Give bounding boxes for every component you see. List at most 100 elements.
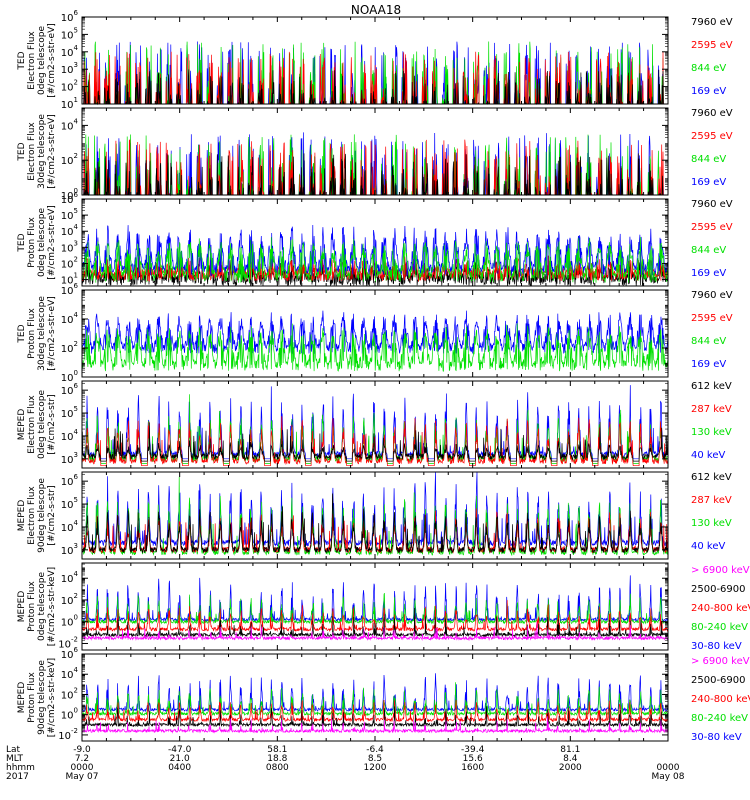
legend-item: 7960 eV bbox=[691, 199, 733, 210]
legend-item: 240-800 keV bbox=[691, 694, 750, 705]
y-tick-exponent: 4 bbox=[74, 311, 79, 319]
y-tick-label: 106 bbox=[61, 9, 79, 24]
series-240-800-kev bbox=[81, 699, 669, 723]
y-axis-label-line: 90deg telescope bbox=[37, 478, 47, 553]
y-axis-label: TEDElectron Flux30deg telescope[#/cm2-s-… bbox=[17, 114, 57, 189]
legend-item: 30-80 keV bbox=[691, 732, 742, 743]
y-tick-label: 101 bbox=[61, 96, 78, 111]
y-axis-label: TEDElectron Flux0deg telescope[#/cm2-s-s… bbox=[17, 23, 57, 98]
series-612-kev bbox=[81, 493, 669, 555]
x-tick-label-lat: -39.4 bbox=[461, 745, 485, 755]
series-80-240-kev bbox=[81, 682, 669, 717]
x-axis-row-label: hhmm bbox=[6, 763, 35, 773]
series-844-ev bbox=[81, 237, 669, 283]
x-tick-label-hhmm: 1600 bbox=[461, 763, 484, 773]
y-axis-label-line: [#/cm2-s-str] bbox=[47, 485, 57, 545]
legend-item: 7960 eV bbox=[691, 290, 733, 301]
y-tick-exponent: -2 bbox=[71, 727, 78, 735]
y-tick-exponent: 3 bbox=[74, 239, 78, 247]
y-axis-label-line: Proton Flux bbox=[27, 217, 37, 268]
series--6900-kev bbox=[82, 622, 669, 641]
y-axis-label-line: MEPED bbox=[17, 591, 27, 623]
y-axis-label-line: Proton Flux bbox=[27, 672, 37, 723]
y-axis-label-line: [#/cm2-s-str-eV] bbox=[47, 205, 57, 280]
legend-item: 169 eV bbox=[691, 86, 726, 97]
y-tick-label: 102 bbox=[61, 686, 78, 701]
y-tick-label: 104 bbox=[61, 666, 79, 681]
y-tick-exponent: 1 bbox=[74, 272, 78, 280]
y-axis-label-line: Electron Flux bbox=[27, 486, 37, 545]
y-axis-label-line: Proton Flux bbox=[27, 581, 37, 632]
y-tick-exponent: 4 bbox=[74, 570, 79, 578]
y-tick-label: 104 bbox=[61, 223, 79, 238]
x-tick-label-mlt: 8.4 bbox=[563, 754, 578, 764]
y-tick-exponent: 2 bbox=[74, 255, 78, 263]
series-612-kev bbox=[81, 421, 669, 462]
y-tick-label: 105 bbox=[61, 207, 78, 222]
y-tick-exponent: 6 bbox=[74, 191, 79, 199]
x-tick-label-date: May 08 bbox=[652, 772, 685, 782]
y-tick-exponent: 0 bbox=[74, 614, 78, 622]
legend-item: 240-800 keV bbox=[691, 603, 750, 614]
y-tick-label: 10-2 bbox=[58, 727, 78, 742]
y-tick-label: 106 bbox=[61, 382, 79, 397]
legend-item: 612 keV bbox=[691, 381, 732, 392]
legend-item: 2595 eV bbox=[691, 40, 733, 51]
y-axis-label: MEPEDElectron Flux90deg telescope[#/cm2-… bbox=[17, 478, 57, 553]
y-tick-label: 104 bbox=[61, 570, 79, 585]
x-tick-label-hhmm: 1200 bbox=[364, 763, 387, 773]
y-tick-label: 103 bbox=[61, 451, 78, 466]
y-axis-label-line: Electron Flux bbox=[27, 395, 37, 454]
y-tick-label: 105 bbox=[61, 405, 78, 420]
y-tick-label: 105 bbox=[61, 496, 78, 511]
y-tick-exponent: -2 bbox=[71, 635, 78, 643]
legend-item: 612 keV bbox=[691, 472, 732, 483]
y-axis-label-line: 0deg telescope bbox=[37, 390, 47, 460]
y-axis-label-line: [#/cm2-s-str-eV] bbox=[47, 23, 57, 98]
legend-item: 80-240 keV bbox=[691, 713, 748, 724]
y-tick-exponent: 2 bbox=[74, 686, 78, 694]
series-2500-6900 bbox=[81, 706, 669, 728]
y-tick-exponent: 3 bbox=[74, 542, 78, 550]
legend-item: 2500-6900 bbox=[691, 584, 746, 595]
legend-item: 2595 eV bbox=[691, 131, 733, 142]
y-axis-label-line: 0deg telescope bbox=[37, 572, 47, 642]
legend-item: 2595 eV bbox=[691, 222, 733, 233]
legend-item: 169 eV bbox=[691, 268, 726, 279]
x-tick-label-lat: -6.4 bbox=[366, 745, 384, 755]
x-tick-label-hhmm: 0800 bbox=[266, 763, 289, 773]
legend-item: 7960 eV bbox=[691, 108, 733, 119]
y-axis-label-line: 0deg telescope bbox=[37, 26, 47, 96]
x-axis-row-label: MLT bbox=[6, 754, 24, 764]
y-tick-label: 102 bbox=[61, 79, 78, 94]
y-tick-label: 103 bbox=[61, 239, 78, 254]
series-80-240-kev bbox=[81, 593, 669, 625]
legend-item: 40 keV bbox=[691, 541, 725, 552]
legend-item: 169 eV bbox=[691, 177, 726, 188]
legend-item: 30-80 keV bbox=[691, 641, 742, 652]
y-tick-exponent: 5 bbox=[74, 26, 78, 34]
series-844-ev bbox=[81, 323, 669, 372]
x-tick-label-mlt: 21.0 bbox=[170, 754, 190, 764]
legend-item: 80-240 keV bbox=[691, 622, 748, 633]
y-tick-label: 104 bbox=[61, 428, 79, 443]
legend-item: 169 eV bbox=[691, 359, 726, 370]
legend-item: 7960 eV bbox=[691, 17, 733, 28]
y-tick-exponent: 6 bbox=[74, 282, 79, 290]
y-tick-exponent: 4 bbox=[74, 223, 79, 231]
x-axis-row-label: 2017 bbox=[6, 772, 29, 782]
y-axis-label-line: [#/cm2-s-str-eV] bbox=[47, 296, 57, 371]
y-axis-label-line: 90deg telescope bbox=[37, 660, 47, 735]
y-axis-label-line: Electron Flux bbox=[27, 122, 37, 181]
x-tick-label-mlt: 18.8 bbox=[267, 754, 287, 764]
y-axis-label-line: TED bbox=[17, 142, 27, 161]
series--6900-kev bbox=[81, 716, 669, 734]
y-tick-exponent: 4 bbox=[74, 519, 79, 527]
x-tick-label-lat: -9.0 bbox=[73, 745, 91, 755]
